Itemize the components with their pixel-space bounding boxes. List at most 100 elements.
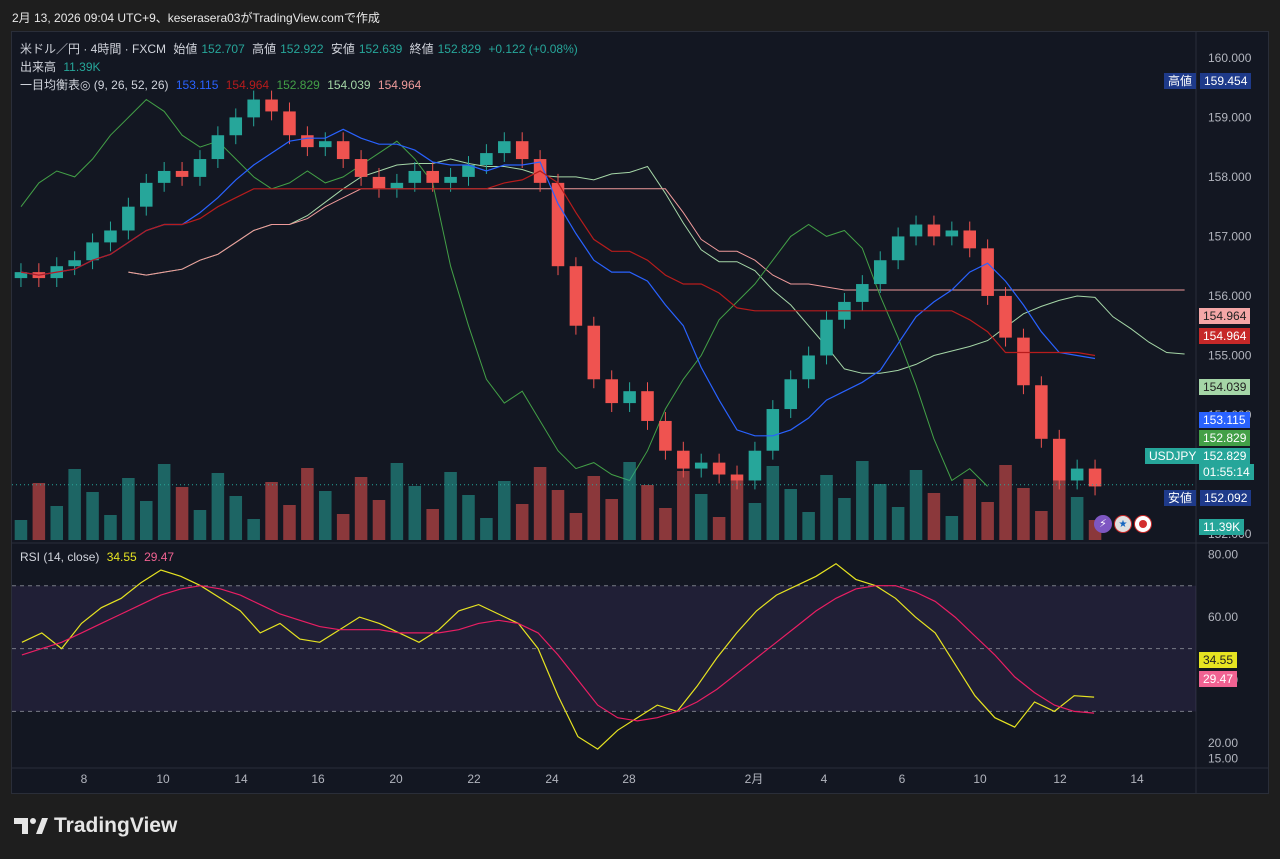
volume-bar — [856, 461, 869, 540]
symbol-name[interactable]: 米ドル／円 · 4時間 · FXCM — [20, 42, 166, 56]
volume-bar — [802, 512, 815, 540]
time-tick-13: 14 — [1130, 772, 1144, 786]
volume-bar — [32, 483, 46, 540]
kijun-sen-line — [20, 170, 1096, 357]
volume-bar — [372, 500, 386, 540]
candle-body — [999, 295, 1012, 338]
volume-bar — [247, 519, 260, 540]
price-tick-5: 155.000 — [1208, 348, 1252, 362]
volume-bar — [390, 463, 404, 540]
senkou-a-label: 154.964 — [1199, 308, 1251, 324]
jp-flag-icon[interactable] — [1134, 515, 1152, 533]
candle-body — [104, 230, 117, 243]
countdown-label: 01:55:14 — [1199, 464, 1254, 480]
candle-body — [1070, 468, 1084, 481]
volume-bar — [784, 489, 797, 540]
open-label: 始値 — [173, 42, 198, 56]
candle-body — [372, 176, 386, 189]
candle-body — [712, 462, 726, 475]
candle-body — [515, 141, 529, 160]
ichimoku-legend[interactable]: 一目均衡表◎ (9, 26, 52, 26) 153.115 154.964 1… — [20, 76, 425, 93]
volume-bar — [68, 469, 81, 540]
candle-body — [766, 409, 780, 451]
tradingview-logo-icon — [14, 818, 48, 834]
time-tick-3: 16 — [311, 772, 325, 786]
tradingview-logo[interactable]: TradingView — [14, 814, 177, 838]
time-tick-7: 28 — [622, 772, 636, 786]
volume-bar — [551, 490, 565, 540]
candle-body — [1088, 468, 1102, 487]
rsi-ma-value: 29.47 — [144, 550, 175, 564]
candle-body — [873, 260, 887, 285]
ichimoku-spana-value: 154.039 — [327, 78, 371, 92]
candle-body — [587, 325, 601, 380]
volume-bar — [157, 464, 171, 540]
open-value: 152.707 — [201, 42, 245, 56]
ichimoku-label: 一目均衡表◎ (9, 26, 52, 26) — [20, 78, 169, 92]
time-tick-4: 20 — [389, 772, 403, 786]
volume-bar — [981, 502, 994, 540]
chikou-span-line — [20, 98, 988, 487]
volume-legend[interactable]: 出来高 11.39K — [20, 58, 105, 75]
rsi-legend[interactable]: RSI (14, close) 34.55 29.47 — [20, 550, 178, 564]
price-tick-3: 157.000 — [1208, 229, 1252, 243]
volume-scale-label: 11.39K — [1199, 519, 1245, 535]
tenkan-sen-line — [20, 128, 1096, 437]
high-tag: 高値 — [1164, 73, 1197, 89]
candle-body — [193, 159, 207, 177]
chart-caption: 2月 13, 2026 09:04 UTC+9、keserasera03がTra… — [12, 11, 380, 25]
high-label: 高値 — [252, 42, 277, 56]
volume-bar — [659, 508, 672, 540]
volume-bar — [641, 485, 654, 540]
candle-body — [498, 141, 511, 154]
rsi-scale-label: 34.55 — [1199, 652, 1238, 668]
lightning-icon[interactable]: ⚡ — [1094, 515, 1112, 533]
us-flag-icon[interactable]: ★ — [1114, 515, 1132, 533]
symbol-tag: USDJPY — [1145, 448, 1201, 464]
tenkan-label: 153.115 — [1199, 412, 1250, 428]
rsi-tick-0: 80.00 — [1208, 547, 1238, 561]
volume-bar — [444, 472, 457, 540]
candle-body — [122, 206, 135, 231]
volume-bar — [748, 503, 762, 540]
volume-bar — [426, 509, 439, 540]
candle-body — [677, 450, 690, 469]
volume-bar — [945, 516, 959, 540]
time-tick-11: 10 — [973, 772, 987, 786]
time-tick-9: 4 — [821, 772, 828, 786]
candle-body — [229, 117, 243, 136]
volume-bar — [623, 462, 636, 540]
volume-bar — [50, 506, 64, 540]
candle-body — [390, 182, 404, 189]
ichimoku-chikou-value: 152.829 — [276, 78, 320, 92]
low-price-label: 152.092 — [1200, 490, 1252, 506]
high-price-label: 159.454 — [1200, 73, 1252, 89]
volume-bar — [909, 470, 923, 540]
time-tick-2: 14 — [234, 772, 248, 786]
volume-bar — [336, 514, 350, 540]
volume-bar — [587, 476, 601, 540]
volume-bar — [730, 480, 744, 540]
volume-bar — [1052, 474, 1066, 540]
brand-text: TradingView — [54, 814, 178, 837]
candle-body — [659, 420, 672, 451]
candle-body — [605, 379, 618, 404]
volume-bar — [820, 475, 833, 540]
candle-body — [963, 230, 977, 249]
candle-body — [1052, 438, 1066, 481]
volume-value: 11.39K — [63, 60, 101, 74]
volume-bar — [14, 520, 28, 540]
candle-body — [319, 141, 332, 148]
volume-bar — [301, 468, 314, 540]
volume-bar — [283, 505, 296, 540]
candle-body — [211, 135, 225, 160]
volume-bar — [104, 515, 117, 540]
volume-bar — [175, 487, 189, 540]
price-tick-4: 156.000 — [1208, 289, 1252, 303]
volume-bar — [927, 493, 941, 540]
candle-body — [301, 135, 314, 148]
candle-body — [175, 170, 189, 177]
volume-bar — [677, 471, 690, 540]
candle-body — [426, 170, 439, 183]
